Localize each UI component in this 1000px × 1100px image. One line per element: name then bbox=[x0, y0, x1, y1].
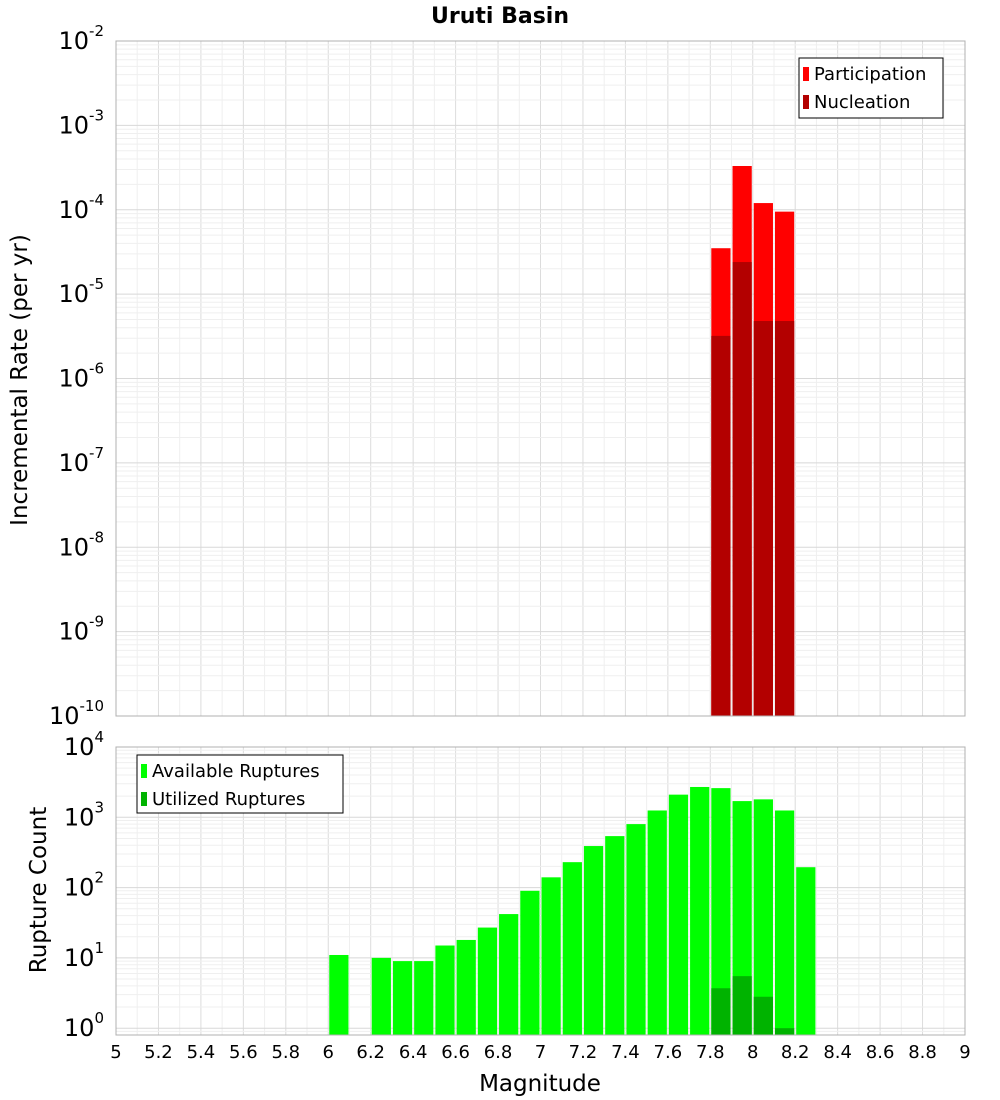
legend-label: Utilized Ruptures bbox=[152, 789, 305, 810]
bar bbox=[371, 957, 391, 1035]
y-tick-label: 100 bbox=[64, 1009, 104, 1042]
legend-swatch bbox=[141, 764, 147, 778]
x-tick-label: 5.2 bbox=[144, 1042, 173, 1063]
x-tick-label: 8 bbox=[747, 1042, 758, 1063]
x-tick-label: 8.2 bbox=[781, 1042, 810, 1063]
bar bbox=[456, 939, 476, 1035]
bar bbox=[732, 262, 752, 716]
bar bbox=[690, 786, 710, 1035]
rate-y-axis-label: Incremental Rate (per yr) bbox=[7, 234, 33, 526]
x-tick-label: 5.8 bbox=[271, 1042, 300, 1063]
x-tick-label: 6 bbox=[323, 1042, 334, 1063]
legend-label: Participation bbox=[814, 64, 926, 85]
bar bbox=[711, 788, 731, 1035]
count-series-1 bbox=[329, 786, 816, 1035]
bar bbox=[753, 321, 773, 716]
legend-label: Available Ruptures bbox=[152, 761, 320, 782]
bar bbox=[605, 836, 625, 1035]
rupture-count-y-axis-label: Rupture Count bbox=[26, 807, 52, 973]
bar bbox=[711, 988, 731, 1035]
y-tick-label: 102 bbox=[64, 869, 104, 902]
y-tick-label: 10-8 bbox=[58, 528, 104, 561]
y-tick-label: 10-4 bbox=[58, 191, 104, 224]
rupture-count-panel: 104 103 102 101 100 5 5.2 5.4 5.6 5.8 6 6.2 6.4 6.6 6.… bbox=[64, 728, 971, 1063]
rate-plot-border bbox=[115, 40, 966, 717]
y-tick-label: 104 bbox=[64, 728, 104, 761]
x-tick-label: 8.6 bbox=[866, 1042, 895, 1063]
legend-box bbox=[798, 57, 944, 119]
legend-swatch bbox=[141, 792, 147, 806]
bar bbox=[414, 961, 434, 1035]
y-tick-label: 10-10 bbox=[49, 697, 104, 730]
bar bbox=[753, 996, 773, 1035]
count-legend: Available Ruptures Utilized Ruptures bbox=[136, 754, 344, 814]
rate-series-2 bbox=[711, 262, 795, 716]
bar bbox=[732, 976, 752, 1035]
y-tick-label: 10-9 bbox=[58, 613, 104, 646]
x-tick-label: 5 bbox=[110, 1042, 121, 1063]
rate-panel: 10-2 10-3 10-4 10-5 10-6 10-7 10-8 10-9 10-10 Par… bbox=[49, 22, 966, 730]
y-tick-label: 10-5 bbox=[58, 275, 104, 308]
x-tick-label: 5.6 bbox=[229, 1042, 258, 1063]
bar bbox=[711, 335, 731, 716]
y-tick-label: 10-7 bbox=[58, 444, 104, 477]
bar bbox=[392, 961, 413, 1035]
rate-grid bbox=[115, 40, 966, 717]
rate-legend: Participation Nucleation bbox=[798, 57, 944, 119]
y-tick-label: 10-6 bbox=[58, 360, 104, 393]
y-tick-label: 10-3 bbox=[58, 106, 104, 139]
x-tick-label: 6.2 bbox=[356, 1042, 385, 1063]
bar bbox=[541, 877, 561, 1035]
x-tick-label: 9 bbox=[959, 1042, 970, 1063]
count-series-2 bbox=[711, 976, 795, 1035]
bar bbox=[626, 824, 646, 1035]
bar bbox=[647, 810, 667, 1035]
x-tick-label: 8.4 bbox=[823, 1042, 852, 1063]
legend-swatch bbox=[803, 95, 809, 109]
bar bbox=[774, 810, 795, 1035]
x-tick-label: 6.6 bbox=[441, 1042, 470, 1063]
y-tick-label: 103 bbox=[64, 798, 104, 831]
count-plot-border bbox=[115, 746, 966, 1036]
y-tick-label: 101 bbox=[64, 939, 104, 972]
bar bbox=[668, 794, 689, 1035]
bar bbox=[796, 867, 816, 1035]
x-tick-label: 6.4 bbox=[399, 1042, 428, 1063]
magnitude-x-axis-label: Magnitude bbox=[479, 1071, 601, 1097]
x-tick-label: 7.8 bbox=[696, 1042, 725, 1063]
x-tick-label: 7.4 bbox=[611, 1042, 640, 1063]
bar bbox=[774, 1028, 795, 1035]
bar bbox=[583, 846, 604, 1035]
x-tick-label: 8.8 bbox=[908, 1042, 937, 1063]
bar bbox=[562, 862, 582, 1035]
y-tick-label: 10-2 bbox=[58, 22, 104, 55]
bar bbox=[329, 954, 349, 1035]
legend-label: Nucleation bbox=[814, 92, 910, 113]
x-tick-label: 6.8 bbox=[484, 1042, 513, 1063]
legend-box bbox=[136, 754, 344, 814]
bar bbox=[435, 945, 455, 1035]
x-tick-label: 7 bbox=[535, 1042, 546, 1063]
bar bbox=[520, 890, 540, 1035]
bar bbox=[753, 799, 773, 1035]
legend-swatch bbox=[803, 67, 809, 81]
x-tick-label: 7.6 bbox=[654, 1042, 683, 1063]
x-tick-label: 5.4 bbox=[187, 1042, 216, 1063]
bar bbox=[477, 927, 498, 1035]
bar bbox=[499, 914, 519, 1035]
chart-title: Uruti Basin bbox=[431, 4, 569, 29]
x-tick-label: 7.2 bbox=[569, 1042, 598, 1063]
bar bbox=[774, 321, 795, 716]
